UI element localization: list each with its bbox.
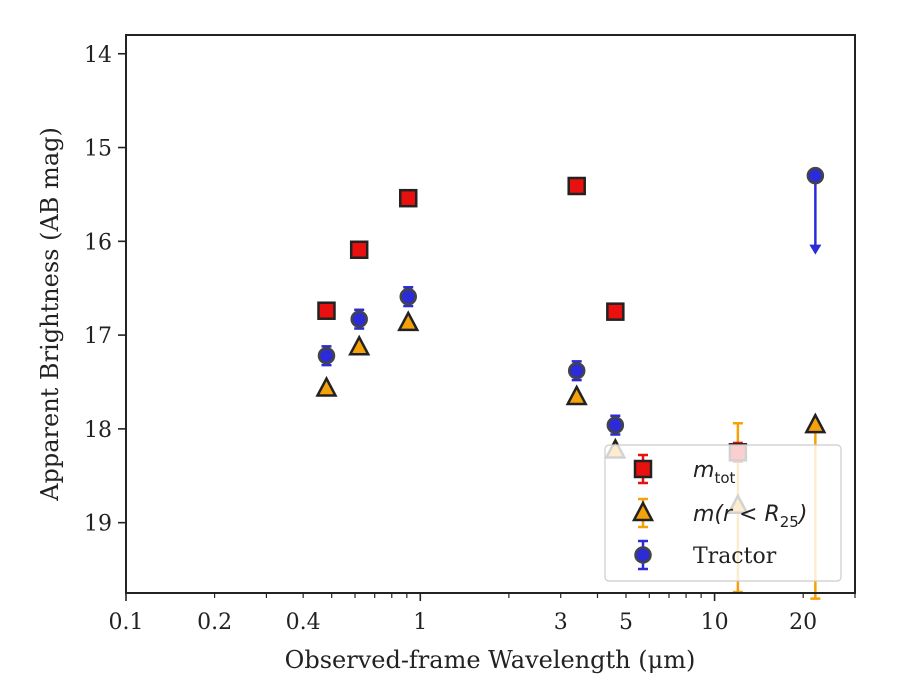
triangle-marker (565, 384, 588, 406)
circle-marker (350, 310, 368, 328)
square-marker (398, 188, 418, 208)
square-marker (606, 302, 625, 321)
x-tick-label: 5 (619, 610, 633, 635)
circle-marker (806, 166, 825, 185)
triangle-marker (397, 310, 420, 332)
triangle-marker (348, 334, 371, 356)
legend-triangle-marker (631, 500, 655, 522)
triangle-marker (315, 375, 338, 397)
y-axis-title: Apparent Brightness (AB mag) (36, 127, 64, 502)
legend-label: Tractor (693, 544, 777, 569)
x-tick-label: 0.2 (197, 610, 232, 635)
circle-marker (317, 346, 336, 365)
square-marker (567, 176, 586, 196)
x-axis-title: Observed-frame Wavelength (μm) (285, 646, 696, 674)
x-tick-label: 0.4 (286, 610, 321, 635)
x-tick-label: 10 (701, 610, 729, 635)
square-marker (317, 301, 336, 320)
y-tick-label: 17 (84, 324, 112, 349)
x-tick-label: 1 (413, 610, 427, 635)
y-tick-label: 15 (84, 137, 112, 162)
square-marker (349, 240, 369, 260)
circle-marker (567, 361, 586, 380)
x-tick-label: 0.1 (109, 610, 144, 635)
circle-marker (399, 287, 417, 306)
legend-label: m(r < R25) (693, 502, 807, 531)
upper-limit-arrow-head (809, 244, 822, 255)
y-tick-label: 16 (84, 230, 112, 255)
axis-ticks: 0.1 0.2 0.4 1 3 5 10 20 14 15 16 17 18 19 (84, 43, 856, 635)
y-tick-label: 14 (84, 43, 112, 68)
y-tick-label: 19 (84, 512, 112, 537)
y-tick-label: 18 (84, 418, 112, 443)
legend: mtot m(r < R25) Tractor (604, 444, 842, 582)
legend-circle-marker (634, 546, 652, 564)
legend-square-marker (633, 459, 653, 479)
legend-box (604, 444, 842, 582)
triangle-marker (804, 412, 827, 434)
plot-frame (125, 34, 856, 594)
circle-marker (606, 416, 625, 434)
x-tick-label: 3 (554, 610, 568, 635)
x-tick-label: 20 (789, 610, 817, 635)
legend-label: mtot (693, 458, 735, 487)
